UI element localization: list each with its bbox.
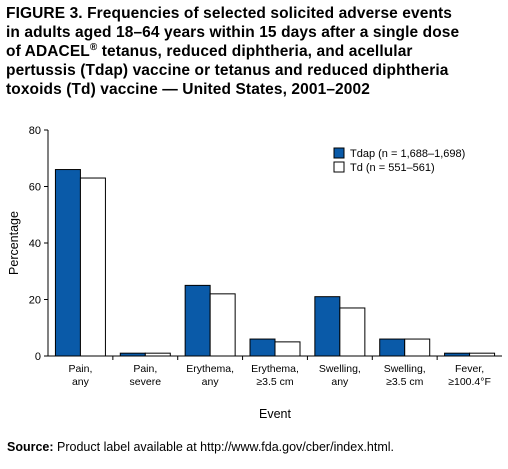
x-tick-label: Pain, severe [130,363,162,388]
x-tick-label-line: Pain, [133,363,157,375]
title-line-2: in adults aged 18–64 years within 15 day… [6,24,460,41]
legend-swatch [333,161,345,173]
legend-label: Td (n = 551–561) [350,162,435,174]
x-tick-label-line: Swelling, [319,363,361,375]
y-axis: 0 20 40 60 80 Percentage [7,125,49,363]
source-text: Product label available at http://www.fd… [53,440,395,454]
title-line-4: pertussis (Tdap) vaccine or tetanus and … [6,62,449,79]
legend-label: Tdap (n = 1,688–1,698) [350,148,465,160]
x-tick-label-line: any [331,376,349,388]
y-tick-label: 40 [29,238,41,250]
title-line-3: of ADACEL® tetanus, reduced diphtheria, … [6,42,502,61]
title-line-3-start: of ADACEL [6,43,90,60]
bar-td [209,293,236,357]
y-axis-title: Percentage [7,211,21,275]
x-tick-label: Pain, any [68,363,92,388]
x-tick-label-line: any [72,376,90,388]
x-tick-label: Swelling, ≥3.5 cm [384,363,426,388]
x-tick-label-line: Pain, [68,363,92,375]
x-tick-label: Erythema, ≥3.5 cm [251,363,299,388]
source-label: Source: [7,440,54,454]
bar-td [79,177,106,357]
bar-tdap [184,284,211,357]
bars [54,169,496,357]
bar-td [274,341,301,357]
y-tick-label: 20 [29,295,41,307]
x-tick-label-line: severe [130,376,162,388]
bar-td [339,307,366,357]
y-tick-label: 80 [29,125,41,137]
y-tick-label: 0 [35,351,41,363]
bar-tdap [249,338,276,357]
x-tick-label-line: Erythema, [251,363,299,375]
y-tick-label: 60 [29,182,41,194]
x-tick-label-line: Fever, [455,363,484,375]
x-tick-label-line: Swelling, [384,363,426,375]
bar-tdap [54,169,81,357]
title-line-1: FIGURE 3. Frequencies of selected solici… [6,5,452,22]
legend: Tdap (n = 1,688–1,698) Td (n = 551–561) [333,147,465,174]
x-tick-label: Swelling, any [319,363,361,388]
x-tick-label-line: ≥100.4°F [448,376,491,388]
registered-mark: ® [89,42,98,53]
x-tick-label-line: ≥3.5 cm [256,376,294,388]
source-note: Source: Product label available at http:… [7,440,394,454]
x-tick-label: Fever, ≥100.4°F [448,363,491,388]
bar-td [404,338,431,357]
x-tick-label: Erythema, any [186,363,234,388]
legend-swatch [333,147,345,159]
bar-tdap [314,296,341,357]
title-line-5: toxoids (Td) vaccine — United States, 20… [6,81,370,98]
bar-tdap [379,338,406,357]
x-tick-label-line: Erythema, [186,363,234,375]
x-tick-label-line: any [202,376,220,388]
title-line-3-end: tetanus, reduced diphtheria, and acellul… [97,43,413,60]
figure-title: FIGURE 3. Frequencies of selected solici… [6,4,502,99]
x-axis-title: Event [259,407,291,421]
x-tick-label-line: ≥3.5 cm [386,376,424,388]
